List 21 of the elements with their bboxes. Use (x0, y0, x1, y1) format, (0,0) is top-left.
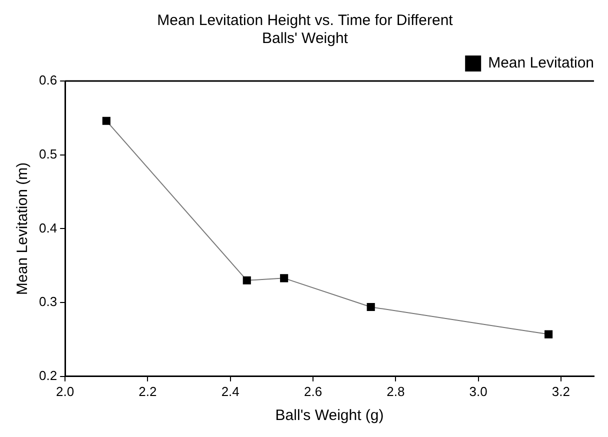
x-tick-label: 3.2 (552, 384, 570, 399)
y-tick-label: 0.3 (38, 294, 58, 310)
y-tick-label: 0.4 (38, 220, 58, 236)
x-tick-label: 2.8 (386, 384, 405, 399)
legend-label: Mean Levitation (488, 54, 594, 72)
x-tick-label: 2.6 (304, 384, 322, 399)
point (102, 116, 110, 125)
point (544, 330, 553, 338)
x-tick-label: 2.0 (56, 384, 74, 399)
y-tick-label: 0.2 (38, 368, 58, 383)
point (366, 302, 375, 312)
x-tick-label: 2.2 (138, 384, 157, 399)
y-axis-title: Mean Levitation (m) (14, 162, 32, 295)
chart-title: Mean Levitation Height vs. Time for Different Balls' Weight (157, 12, 454, 48)
x-axis-title: Ball's Weight (g) (275, 407, 384, 424)
point (280, 274, 288, 282)
point (242, 276, 251, 284)
x-tick-label: 3.0 (469, 384, 488, 399)
y-tick-label: 0.5 (38, 146, 58, 162)
y-tick-label: 0.6 (38, 72, 58, 88)
x-tick-label: 2.4 (221, 384, 240, 399)
